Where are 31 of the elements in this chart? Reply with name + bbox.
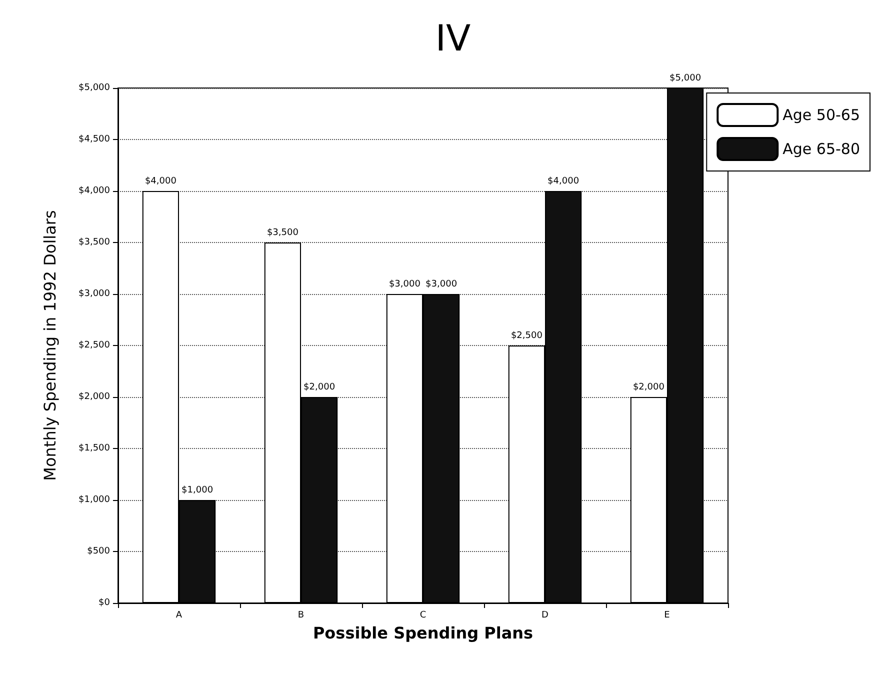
legend-label: Age 50-65 [782, 106, 860, 124]
y-tick-label: $500 [87, 546, 110, 556]
data-label: $3,000 [388, 280, 421, 290]
y-tick-label: $3,000 [78, 289, 110, 299]
data-label: $4,000 [548, 176, 580, 186]
data-label: $4,000 [144, 176, 177, 186]
y-tick-label: $1,000 [78, 495, 110, 505]
x-tick-label: D [542, 610, 549, 620]
data-label: $2,500 [510, 331, 543, 341]
data-label: $5,000 [670, 74, 702, 84]
data-label: $2,000 [632, 382, 665, 392]
y-tick-label: $4,500 [78, 134, 110, 144]
y-tick-label: $4,000 [78, 186, 110, 196]
y-tick-label: $2,500 [78, 340, 110, 350]
data-label: $2,000 [304, 382, 336, 392]
x-axis-title: Possible Spending Plans [312, 624, 534, 642]
y-tick-label: $3,500 [78, 238, 110, 248]
legend-label: Age 65-80 [782, 140, 860, 158]
x-tick-label: E [664, 610, 670, 620]
x-tick-label: B [298, 610, 304, 620]
x-tick-label: A [176, 610, 183, 620]
y-tick-label: $0 [98, 598, 110, 608]
data-label: $3,000 [426, 280, 458, 290]
y-axis-title: Monthly Spending in 1992 Dollars [40, 210, 60, 481]
y-tick-label: $5,000 [78, 83, 110, 93]
y-tick-label: $1,500 [78, 444, 110, 454]
chart-title: IV [435, 18, 471, 60]
x-tick-label: C [420, 610, 426, 620]
data-label: $3,500 [266, 228, 299, 238]
y-tick-label: $2,000 [78, 392, 110, 402]
data-label: $1,000 [182, 486, 214, 496]
